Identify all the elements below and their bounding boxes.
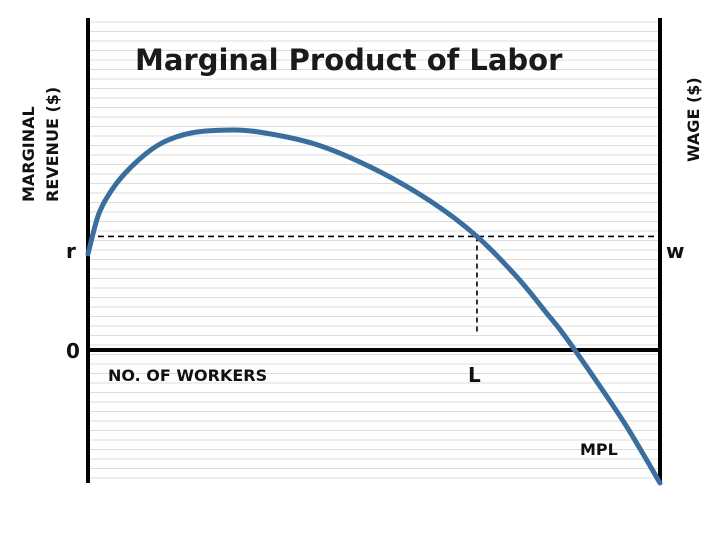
chart-title: Marginal Product of Labor	[135, 43, 563, 77]
x-axis-label: NO. OF WORKERS	[108, 366, 267, 385]
left-axis-label-line2: REVENUE ($)	[43, 87, 62, 202]
series-label-mpl: MPL	[580, 440, 618, 459]
r-label: r	[66, 239, 76, 263]
L-label: L	[468, 363, 481, 387]
gridlines	[88, 21, 660, 479]
left-axis-label-line1: MARGINAL	[19, 106, 38, 202]
zero-label: 0	[66, 339, 80, 363]
mpl-curve	[85, 127, 663, 486]
w-label: w	[666, 239, 684, 263]
right-axis-label: WAGE ($)	[684, 77, 703, 162]
